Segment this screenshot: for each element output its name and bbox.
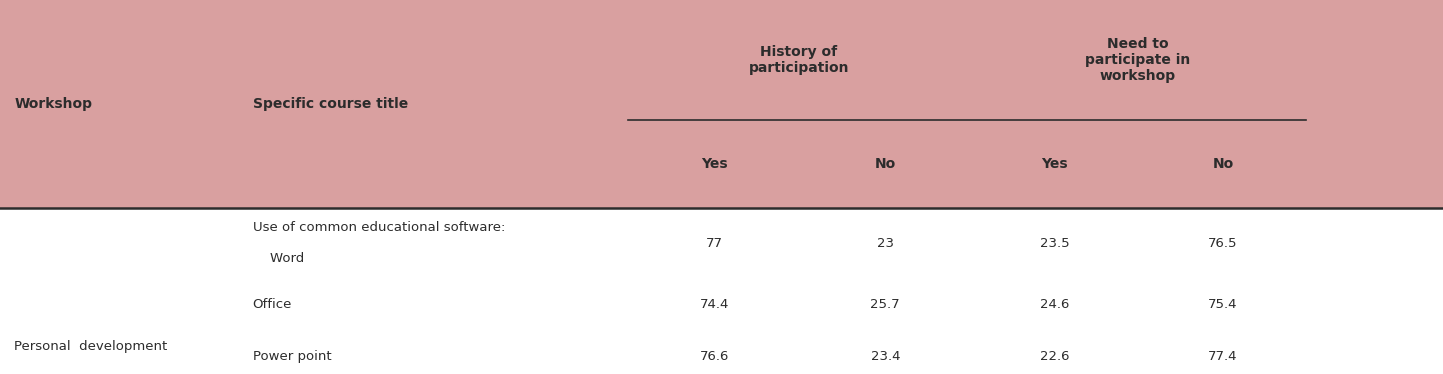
- Text: 23.5: 23.5: [1040, 237, 1069, 249]
- Bar: [253, 279, 1443, 330]
- Text: Power point: Power point: [253, 350, 330, 362]
- Text: History of
participation: History of participation: [749, 45, 848, 75]
- Text: 77: 77: [706, 237, 723, 249]
- Text: 75.4: 75.4: [1208, 298, 1238, 311]
- Text: No: No: [1212, 157, 1234, 171]
- Text: 74.4: 74.4: [700, 298, 729, 311]
- Text: 24.6: 24.6: [1040, 298, 1069, 311]
- Text: 23.4: 23.4: [870, 350, 900, 362]
- Text: No: No: [874, 157, 896, 171]
- Text: Yes: Yes: [701, 157, 727, 171]
- Bar: [253, 208, 1443, 279]
- Text: Yes: Yes: [1042, 157, 1068, 171]
- Bar: [0, 0, 1443, 208]
- Text: Office: Office: [253, 298, 291, 311]
- Text: 76.5: 76.5: [1208, 237, 1238, 249]
- Text: Specific course title: Specific course title: [253, 97, 408, 111]
- Text: Need to
participate in
workshop: Need to participate in workshop: [1085, 37, 1190, 83]
- Text: Workshop: Workshop: [14, 97, 92, 111]
- Text: 25.7: 25.7: [870, 298, 900, 311]
- Text: 76.6: 76.6: [700, 350, 729, 362]
- Text: Use of common educational software:: Use of common educational software:: [253, 221, 505, 234]
- Text: Personal  development: Personal development: [14, 340, 167, 353]
- Text: 22.6: 22.6: [1040, 350, 1069, 362]
- Bar: [0, 208, 1443, 374]
- Text: 77.4: 77.4: [1208, 350, 1238, 362]
- Text: Word: Word: [253, 252, 304, 265]
- Text: 23: 23: [877, 237, 893, 249]
- Bar: [253, 330, 1443, 374]
